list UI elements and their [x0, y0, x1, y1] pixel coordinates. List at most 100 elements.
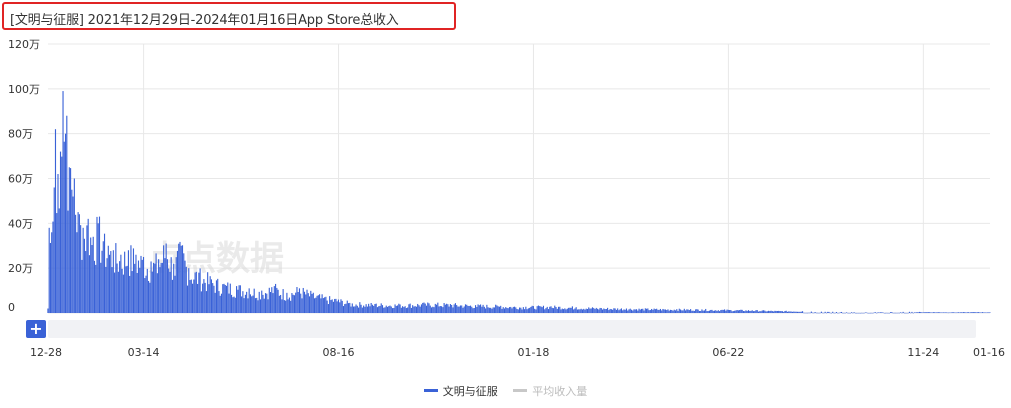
bar	[939, 312, 941, 313]
bar	[544, 309, 546, 313]
bar	[725, 310, 727, 313]
bar	[129, 275, 131, 313]
bar	[781, 311, 783, 313]
bar	[565, 309, 567, 313]
bar	[643, 310, 645, 313]
bar	[107, 245, 109, 313]
legend-item-average[interactable]: 平均收入量	[513, 383, 587, 399]
bar	[740, 309, 742, 313]
bar	[834, 312, 836, 314]
bar	[225, 285, 228, 313]
bar	[630, 309, 633, 313]
bar	[638, 308, 640, 313]
bar	[347, 303, 350, 313]
legend-item-series[interactable]: 文明与征服	[423, 383, 498, 399]
bar	[589, 308, 591, 313]
bar	[199, 268, 201, 313]
bar	[944, 312, 946, 313]
bar	[785, 310, 787, 313]
bar	[771, 311, 773, 313]
bar	[848, 312, 850, 314]
bar	[75, 214, 77, 313]
bar	[200, 291, 202, 313]
bar	[610, 309, 612, 313]
chart-title: [文明与征服] 2021年12月29日-2024年01月16日App Store…	[10, 13, 399, 28]
bar	[471, 306, 473, 313]
bar	[47, 308, 49, 313]
bar	[96, 216, 98, 313]
bar	[888, 312, 890, 314]
bar	[88, 255, 91, 313]
y-tick-label: 0	[8, 301, 15, 314]
bar	[495, 304, 497, 313]
bar	[205, 291, 207, 313]
bar	[685, 310, 687, 313]
bar	[160, 262, 162, 313]
bar	[91, 245, 93, 313]
x-axis: 12-28 03-14 08-16 01-18 06-22 11-24 01-16	[30, 346, 1005, 359]
bar	[640, 308, 643, 313]
bar	[427, 302, 429, 313]
bar	[618, 310, 620, 313]
bar	[809, 312, 811, 314]
bar	[955, 312, 957, 314]
bar	[517, 309, 519, 313]
zoom-scroll-track[interactable]	[48, 320, 976, 338]
bar	[976, 312, 978, 313]
bar	[101, 250, 103, 313]
bar	[301, 298, 303, 313]
bar	[125, 266, 127, 313]
bar	[472, 308, 474, 313]
bar	[476, 306, 478, 313]
bar	[290, 300, 292, 313]
bar	[759, 311, 761, 313]
bar	[555, 307, 557, 313]
bar	[163, 245, 165, 313]
bar	[575, 307, 577, 313]
bar	[952, 312, 955, 313]
bar	[737, 310, 739, 313]
bar	[580, 308, 582, 313]
legend-swatch-average	[513, 389, 528, 392]
bar	[830, 312, 833, 314]
bar	[951, 312, 953, 313]
bar	[756, 310, 758, 313]
bar	[712, 310, 714, 313]
bar	[674, 310, 677, 313]
bar	[324, 297, 326, 313]
bar	[332, 301, 334, 313]
bar	[192, 283, 194, 313]
bar	[661, 310, 663, 313]
bar	[775, 310, 777, 313]
bar	[916, 312, 918, 313]
bar	[511, 308, 513, 313]
bar	[459, 305, 462, 313]
bar	[732, 311, 734, 313]
bar	[259, 299, 262, 313]
bar	[554, 305, 556, 313]
bar	[508, 307, 511, 313]
bar	[603, 308, 605, 313]
bar	[715, 310, 717, 313]
bar	[731, 311, 733, 313]
bar	[536, 306, 538, 313]
bar	[262, 294, 264, 313]
bar	[600, 308, 602, 313]
bar	[417, 303, 419, 313]
zoom-plus-button[interactable]: +	[26, 320, 46, 338]
bar	[598, 309, 600, 313]
bar	[349, 302, 351, 313]
bar	[247, 298, 249, 313]
x-tick-label: 01-16	[973, 346, 1005, 359]
bar	[186, 285, 189, 313]
bar	[710, 309, 712, 313]
bar	[926, 312, 928, 313]
bar	[441, 306, 443, 313]
bar	[662, 308, 664, 313]
bar	[764, 310, 766, 313]
bar	[735, 310, 737, 313]
bar	[608, 310, 610, 313]
bar	[62, 91, 64, 313]
bar	[189, 280, 191, 313]
bar	[77, 212, 79, 313]
